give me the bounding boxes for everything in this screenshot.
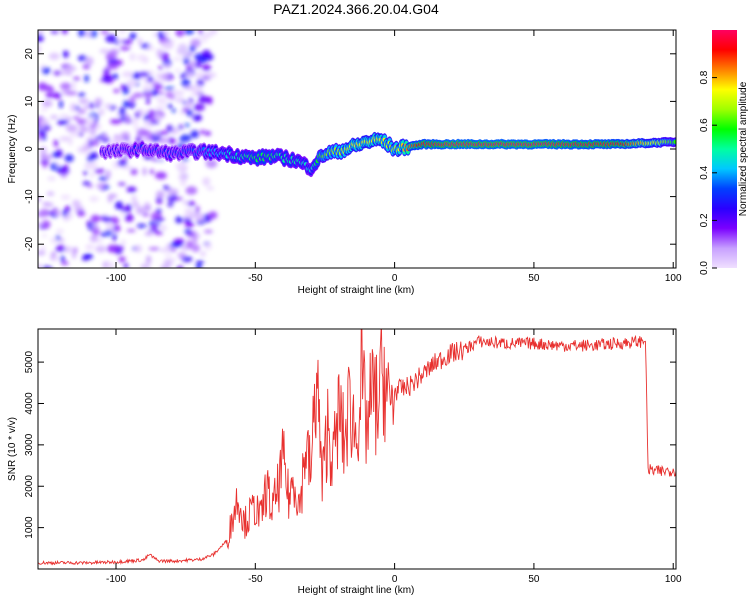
colorbar-ticks: 0.0 0.2 0.4 0.6 0.8 — [699, 70, 717, 275]
snr-ticks: -100 -50 0 50 100 1000 2000 3000 4000 5000 — [24, 329, 682, 585]
snr-panel: -100 -50 0 50 100 1000 2000 3000 4000 5000 Height… — [7, 328, 682, 596]
y-tick-label: -20 — [24, 237, 35, 252]
figure-title: PAZ1.2024.366.20.04.G04 — [273, 1, 439, 17]
y-tick-label: 5000 — [24, 351, 35, 374]
colorbar-tick-label: 0.8 — [699, 70, 710, 84]
colorbar-gradient — [712, 30, 737, 268]
x-tick-label: 100 — [665, 574, 682, 585]
spectrogram-heatmap — [38, 30, 676, 268]
y-tick-label: 4000 — [24, 392, 35, 415]
spectrogram-ridge — [99, 131, 676, 178]
x-tick-label: -50 — [248, 273, 263, 284]
y-tick-label: 0 — [24, 146, 35, 152]
colorbar: 0.0 0.2 0.4 0.6 0.8 Normalized spectral ampl… — [699, 30, 749, 275]
x-tick-label: 0 — [392, 574, 398, 585]
colorbar-tick-label: 0.0 — [699, 261, 710, 275]
colorbar-tick-label: 0.4 — [699, 165, 710, 179]
spectrogram-y-axis-title: Frequency (Hz) — [7, 115, 18, 184]
x-tick-label: -50 — [248, 574, 263, 585]
y-tick-label: 1000 — [24, 516, 35, 539]
x-tick-label: 50 — [528, 574, 540, 585]
y-tick-label: 2000 — [24, 475, 35, 498]
y-tick-label: -10 — [24, 189, 35, 204]
snr-x-axis-title: Height of straight line (km) — [298, 585, 415, 596]
snr-frame — [37, 328, 677, 570]
x-tick-label: -100 — [106, 273, 126, 284]
x-tick-label: 50 — [528, 273, 540, 284]
y-tick-label: 10 — [24, 95, 35, 107]
x-tick-label: 100 — [665, 273, 682, 284]
x-tick-label: 0 — [392, 273, 398, 284]
spectrogram-x-axis-title: Height of straight line (km) — [298, 285, 415, 296]
y-tick-label: 20 — [24, 48, 35, 60]
colorbar-tick-label: 0.6 — [699, 118, 710, 132]
y-tick-label: 3000 — [24, 433, 35, 456]
colorbar-tick-label: 0.2 — [699, 213, 710, 227]
snr-series-line — [38, 329, 676, 566]
snr-y-axis-title: SNR (10 * v/v) — [7, 417, 18, 481]
x-tick-label: -100 — [106, 574, 126, 585]
colorbar-title: Normalized spectral amplitude — [738, 81, 749, 216]
